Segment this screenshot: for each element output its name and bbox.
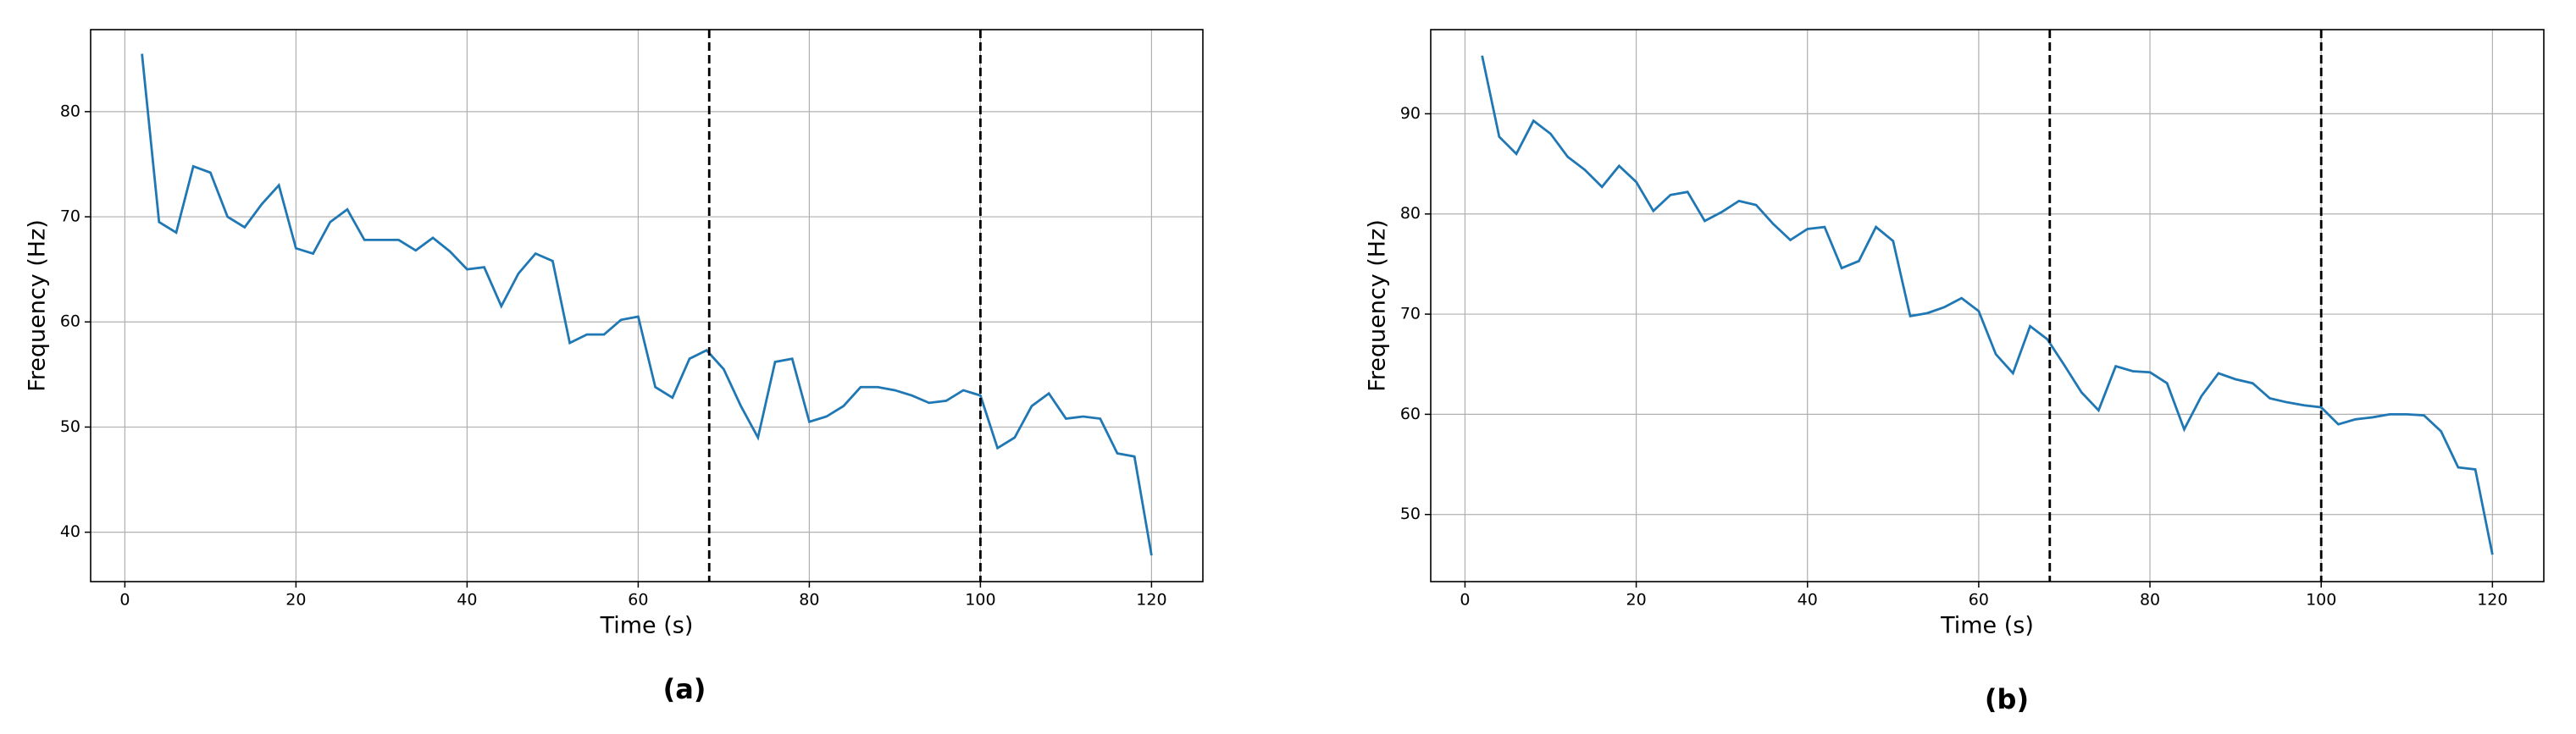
plot-frame [1430,29,2545,582]
y-axis-label: Frequency (Hz) [1365,219,1391,392]
data-line [141,53,1153,556]
chart: 0 20 40 60 80 100 120 40 50 60 70 80 Time (s) Frequen… [25,29,1204,705]
y-axis-label: Frequency (Hz) [25,219,51,392]
x-axis-label: Time (s) [1940,613,2034,639]
caption: (b) [1985,683,2029,715]
x-tick-label: 20 [1626,591,1646,610]
x-tick-label: 20 [285,591,306,610]
y-tick-label: 80 [60,102,80,120]
y-tick-label: 80 [1400,204,1421,223]
x-tick-label: 100 [965,591,995,610]
y-tick-label: 90 [1400,104,1421,123]
x-axis-label: Time (s) [600,613,694,639]
x-tick-label: 40 [1798,591,1818,610]
y-tick-label: 60 [1400,405,1421,423]
y-tick-label: 50 [1400,505,1421,523]
x-tick-label: 0 [1460,591,1470,610]
x-tick-label: 120 [2477,591,2507,610]
chart: 0 20 40 60 80 100 120 50 60 70 80 90 Time (s) Frequen… [1365,29,2545,715]
caption: (a) [663,673,706,705]
x-tick-label: 60 [628,591,648,610]
data-line [1481,55,2494,555]
x-tick-label: 80 [799,591,819,610]
y-tick-label: 50 [60,417,80,436]
x-tick-label: 0 [119,591,130,610]
x-tick-label: 80 [2140,591,2160,610]
x-tick-label: 120 [1136,591,1166,610]
y-tick-label: 40 [60,522,80,541]
x-tick-label: 40 [457,591,477,610]
y-tick-label: 60 [60,312,80,331]
x-tick-label: 100 [2306,591,2336,610]
plot-frame [90,29,1204,582]
y-tick-label: 70 [1400,305,1421,323]
y-tick-label: 70 [60,207,80,226]
x-tick-label: 60 [1969,591,1989,610]
